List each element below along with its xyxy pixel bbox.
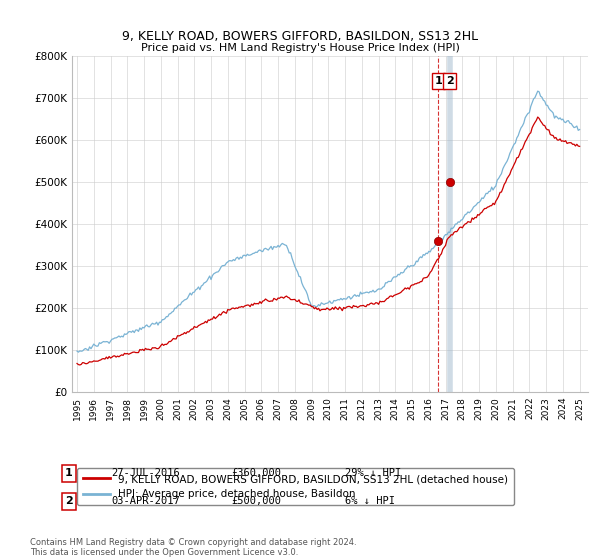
Text: 6% ↓ HPI: 6% ↓ HPI: [345, 496, 395, 506]
Text: £360,000: £360,000: [231, 468, 281, 478]
Text: £500,000: £500,000: [231, 496, 281, 506]
Text: 1: 1: [65, 468, 73, 478]
Text: 2: 2: [65, 496, 73, 506]
Legend: 9, KELLY ROAD, BOWERS GIFFORD, BASILDON, SS13 2HL (detached house), HPI: Average: 9, KELLY ROAD, BOWERS GIFFORD, BASILDON,…: [77, 468, 514, 506]
Text: 03-APR-2017: 03-APR-2017: [111, 496, 180, 506]
Text: 1: 1: [434, 76, 442, 86]
Text: Price paid vs. HM Land Registry's House Price Index (HPI): Price paid vs. HM Land Registry's House …: [140, 43, 460, 53]
Text: 9, KELLY ROAD, BOWERS GIFFORD, BASILDON, SS13 2HL: 9, KELLY ROAD, BOWERS GIFFORD, BASILDON,…: [122, 30, 478, 43]
Text: Contains HM Land Registry data © Crown copyright and database right 2024.
This d: Contains HM Land Registry data © Crown c…: [30, 538, 356, 557]
Text: 29% ↓ HPI: 29% ↓ HPI: [345, 468, 401, 478]
Text: 27-JUL-2016: 27-JUL-2016: [111, 468, 180, 478]
Text: 2: 2: [446, 76, 454, 86]
